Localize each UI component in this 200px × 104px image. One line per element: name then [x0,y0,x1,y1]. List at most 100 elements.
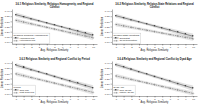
x-tick-label: 7 [170,46,172,49]
y-tick: 0.25 [105,78,112,81]
y-tick: 0.30 [5,73,12,76]
x-axis-title: Avg. Religious Similarity [41,100,69,104]
y-tick: 0.30 [105,21,112,24]
series [115,74,193,96]
legend: PeriodCold WarPost-Cold War [13,85,35,95]
x-tick: 7 [70,44,72,49]
x-tick: 8 [78,44,80,49]
series-point [154,25,155,26]
y-tick-label: 0.40 [105,62,110,65]
x-tick-label: 7 [70,46,72,49]
y-axis: 0.100.150.200.250.300.350.40 [105,62,113,97]
x-tick-label: 1 [23,98,25,101]
series-point [62,26,63,27]
series-point [31,77,32,78]
series-point [15,20,16,21]
x-tick-label: 2 [131,46,133,49]
series-point [31,23,32,24]
series-point [54,76,55,77]
legend-entry: Homogeneous [19,37,35,39]
ci-band [16,72,93,95]
legend: Dyad AgeNew (Dyad)Mature (Dyad) [113,85,135,95]
y-tick-mark [11,63,13,64]
y-tick-label: 0.30 [105,21,110,24]
legend: Regional Religious HomogeneityHomogeneou… [13,33,50,43]
series-point [46,22,47,23]
x-tick: 5 [154,44,156,49]
series-point [93,37,94,38]
y-tick: 0.15 [105,88,112,91]
x-tick: 6 [162,96,164,101]
y-tick-mark [111,11,113,12]
x-tick: 0 [116,96,118,101]
series-point [77,31,78,32]
y-tick: 0.35 [5,67,12,70]
panel: 0123456789100.100.150.200.250.300.350.40… [0,2,98,53]
title: 3.6.3 Religious Similarity and Regional … [19,57,90,61]
x-tick-label: 2 [31,98,33,101]
x-tick: 10 [192,44,195,49]
x-tick: 6 [162,44,164,49]
y-tick-mark [111,16,113,17]
x-tick: 3 [39,44,41,49]
series-point [138,81,139,82]
y-tick: 0.20 [105,31,112,34]
series-point [46,81,47,82]
plot-area [15,63,93,95]
series-point [146,82,147,83]
x-tick: 9 [85,96,87,101]
x-tick-label: 8 [78,46,80,49]
y-tick-mark [11,73,13,74]
series-point [62,84,63,85]
y-tick-mark [111,37,113,38]
x-tick: 8 [78,96,80,101]
x-axis-line [13,96,98,97]
series-point [162,86,163,87]
x-tick-label: 9 [185,46,187,49]
x-tick-label: 8 [178,46,180,49]
x-tick-label: 10 [92,98,95,101]
series-point [169,34,170,35]
series-point [93,92,94,93]
panel: 0123456789100.100.150.200.250.300.350.40… [100,2,198,53]
legend-entry: New (Dyad) [119,89,131,91]
title-line: Conflict [150,5,160,9]
series-point [38,79,39,80]
series-point [193,38,194,39]
legend-box [13,85,35,95]
x-tick: 6 [62,44,64,49]
y-tick-label: 0.40 [5,62,10,65]
y-tick: 0.25 [105,26,112,29]
legend-swatch [14,38,19,39]
y-tick: 0.35 [5,15,12,18]
series-point [85,90,86,91]
x-tick: 1 [23,44,25,49]
y-tick-mark [111,94,113,95]
y-tick: 0.10 [5,93,12,96]
x-axis-title: Avg. Religious Similarity [141,100,169,104]
plot-area [115,63,193,96]
series-point [146,74,147,75]
plot-area [115,14,193,41]
legend-swatch [114,40,119,41]
y-tick-label: 0.10 [105,41,110,44]
y-tick-label: 0.15 [5,88,10,91]
legend-swatch [14,90,19,91]
legend-marker [115,89,117,91]
series-point [193,93,194,94]
panel: 0123456789100.100.150.200.250.300.350.40… [100,57,198,104]
x-tick: 0 [116,44,118,49]
y-tick: 0.10 [105,41,112,44]
x-axis-line [113,44,198,45]
legend-entry: Separatist [119,37,130,39]
x-tick-label: 8 [78,98,80,101]
series-point [193,36,194,37]
x-tick: 0 [16,44,18,49]
x-tick: 3 [139,96,141,101]
y-tick: 0.40 [105,62,112,65]
series-point [23,75,24,76]
y-tick-mark [11,32,13,33]
y-tick-mark [111,84,113,85]
legend-marker [116,40,117,41]
x-tick: 0 [16,96,18,101]
